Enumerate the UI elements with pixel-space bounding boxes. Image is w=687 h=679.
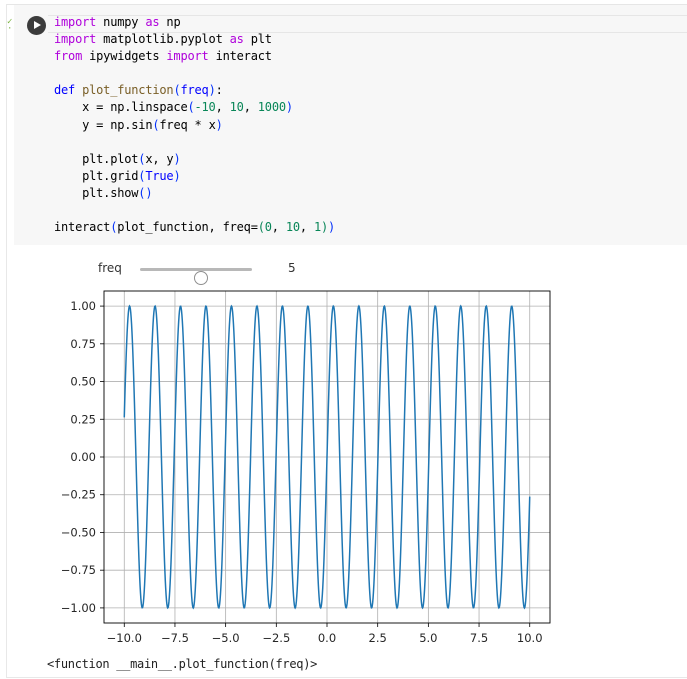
code-text[interactable]: import numpy as np import matplotlib.pyp… (54, 15, 336, 235)
x-tick-label: −5.0 (212, 631, 240, 645)
sine-plot: −10.0 −7.5 −5.0 −2.5 0.0 2.5 5.0 7.5 10.0 1.00 0.7… (61, 290, 551, 645)
y-tick-label: 1.00 (70, 299, 96, 313)
freq-slider-widget: freq 5 (98, 259, 318, 285)
slider-label: freq (98, 261, 122, 275)
y-tick-label: −1.00 (61, 601, 96, 615)
x-tick-label: −7.5 (161, 631, 189, 645)
y-tick-label: −0.25 (61, 488, 96, 502)
x-tick-label: −10.0 (107, 631, 142, 645)
y-tick-label: 0.75 (70, 337, 96, 351)
slider-track[interactable] (140, 268, 252, 285)
cell-output: freq 5 −10.0 −7.5 −5.0 −2.5 0.0 2.5 5.0 7.5 10.0… (14, 247, 687, 677)
y-tick-label: −0.75 (61, 563, 96, 577)
y-tick-label: −0.50 (61, 525, 96, 539)
run-cell-button[interactable] (27, 16, 46, 35)
current-line-highlight (48, 15, 687, 33)
x-tick-label: 2.5 (369, 631, 387, 645)
slider-value: 5 (288, 261, 296, 275)
x-tick-label: 0.0 (318, 631, 336, 645)
y-tick-label: 0.50 (70, 375, 96, 389)
code-cell: ✓ · import numpy as np import matplotlib.… (6, 4, 687, 678)
code-editor[interactable]: import numpy as np import matplotlib.pyp… (48, 5, 687, 245)
output-result-text: <function __main__.plot_function(freq)> (47, 657, 318, 671)
x-tick-label: 5.0 (419, 631, 437, 645)
x-tick-label: 10.0 (517, 631, 543, 645)
y-tick-label: 0.00 (70, 450, 96, 464)
cell-status-icon: ✓ · (7, 17, 13, 34)
sine-line (123, 304, 531, 610)
x-tick-label: −2.5 (262, 631, 290, 645)
y-tick-label: 0.25 (70, 412, 96, 426)
slider-thumb[interactable] (194, 271, 208, 285)
code-area: import numpy as np import matplotlib.pyp… (14, 5, 687, 245)
x-tick-label: 7.5 (470, 631, 488, 645)
